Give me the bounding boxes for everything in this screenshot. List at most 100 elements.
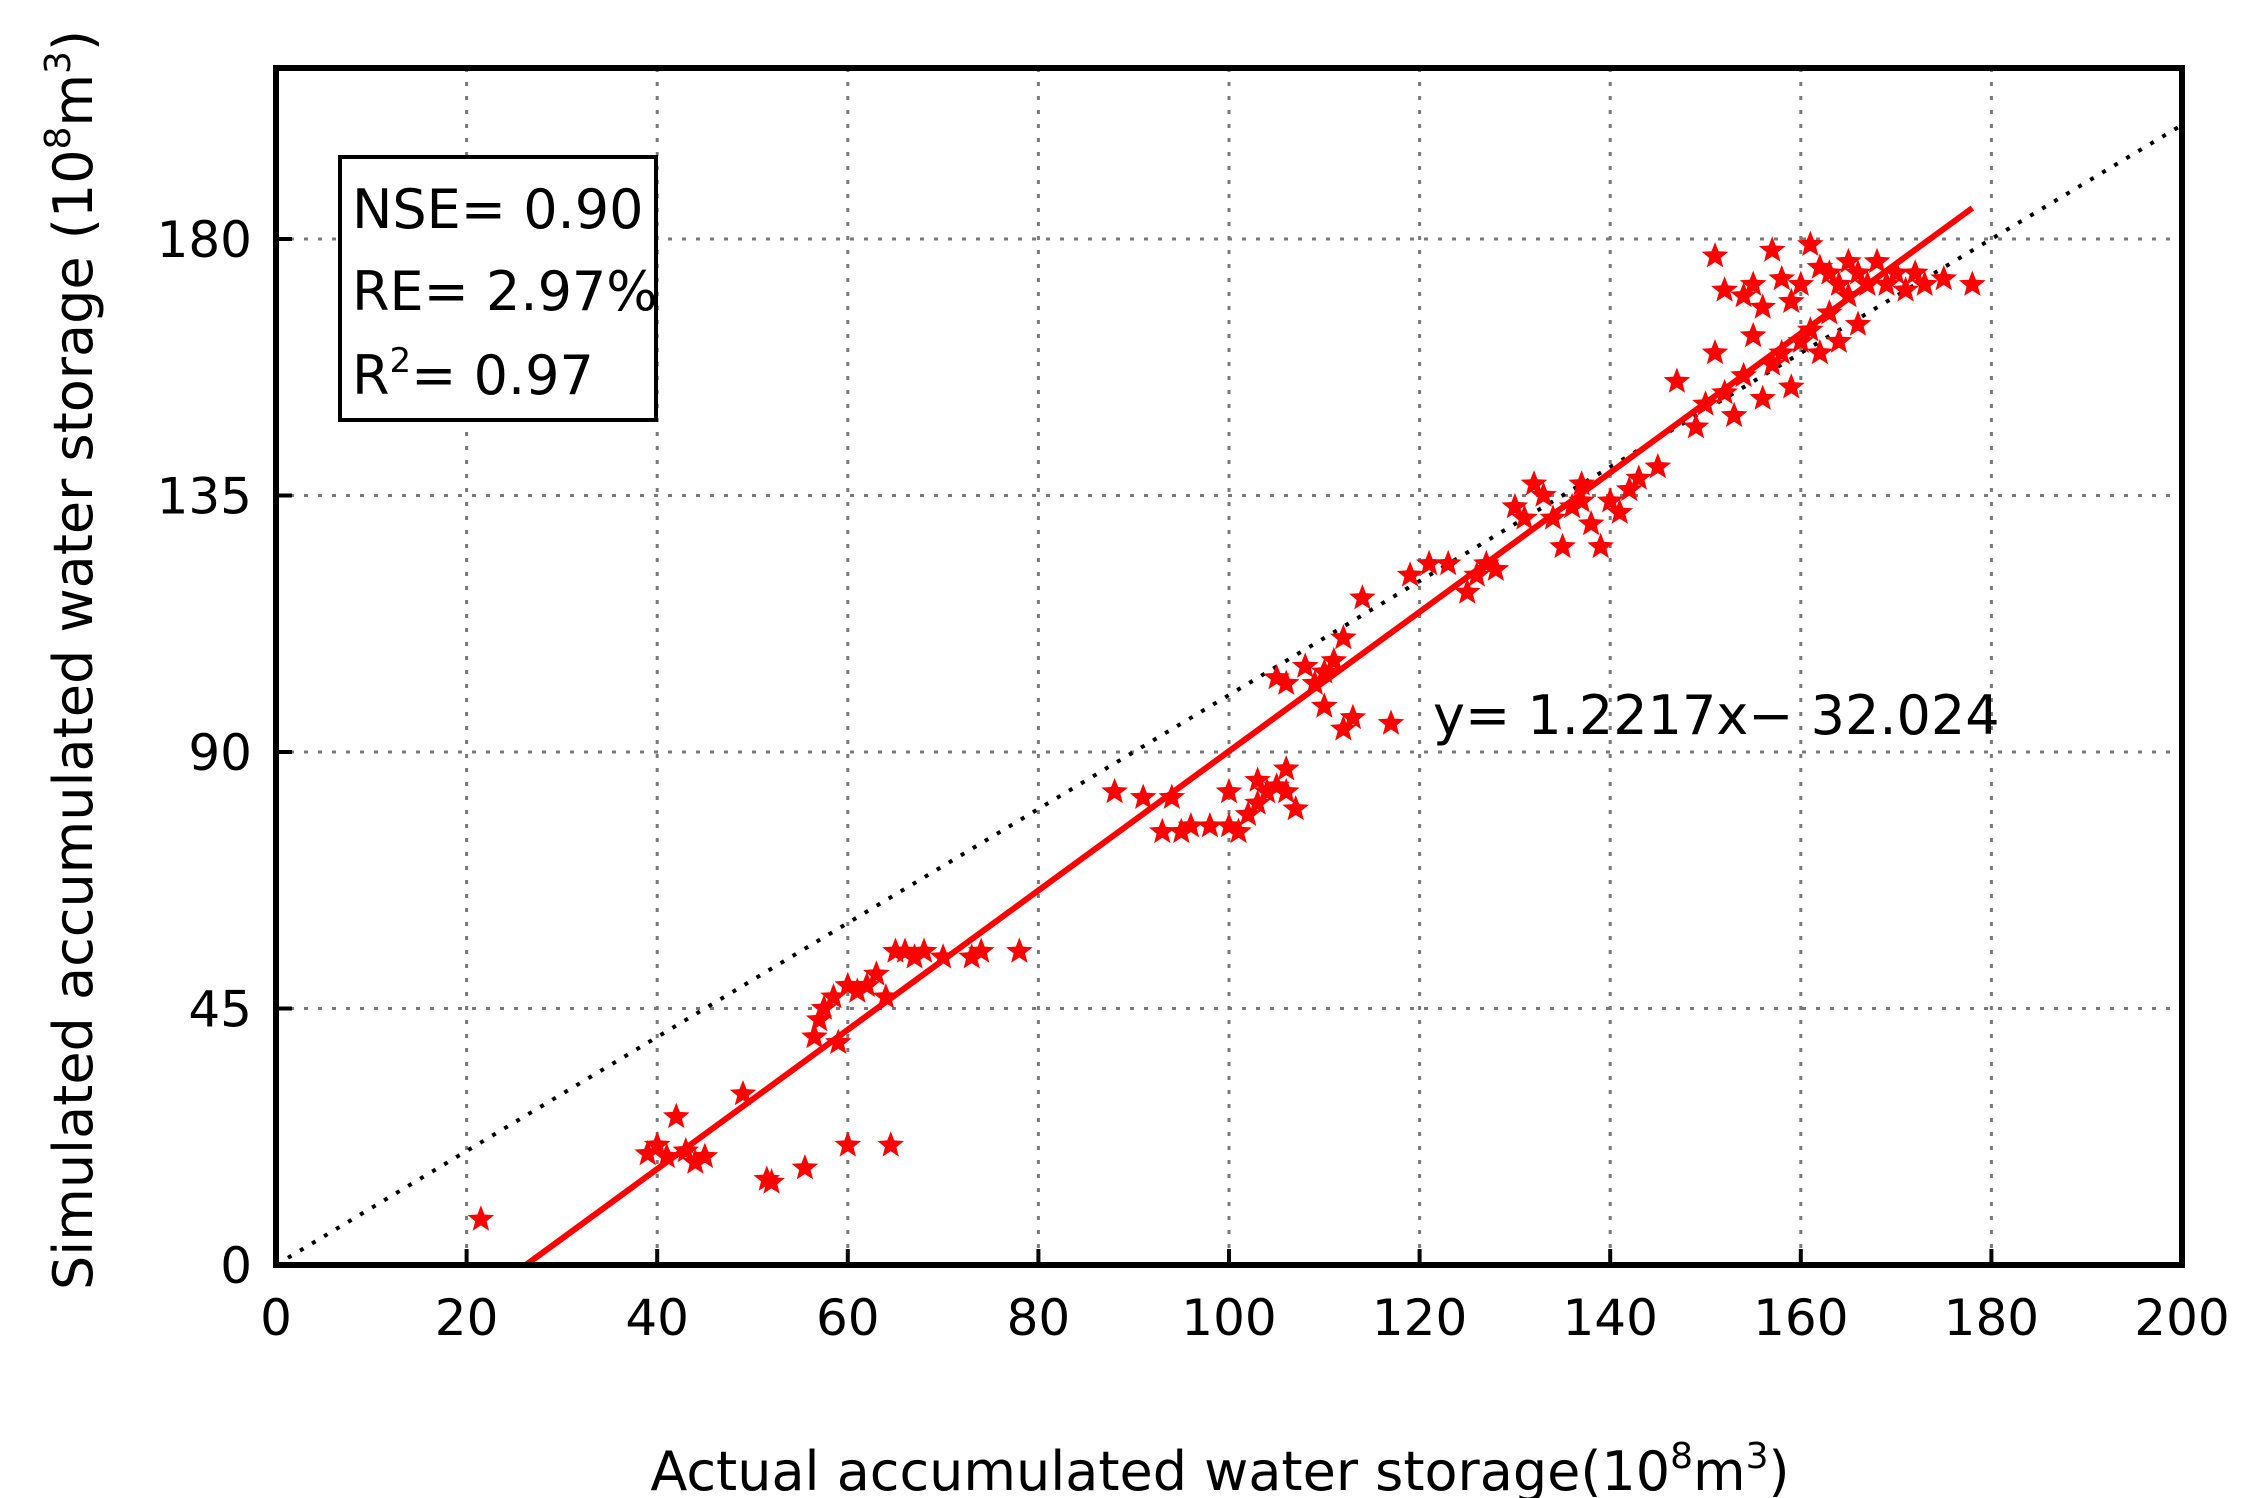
data-point-0 (467, 1205, 495, 1231)
data-point-108 (1749, 293, 1776, 319)
data-point-29 (958, 943, 985, 969)
data-point-11 (791, 1154, 819, 1180)
y-axis-label-sup: 8 (38, 127, 79, 150)
x-tick-label-10: 200 (2134, 1289, 2229, 1347)
data-point-21 (853, 971, 881, 997)
data-point-106 (1730, 282, 1757, 308)
y-tick-label-3: 135 (157, 468, 252, 526)
x-axis-label-sup: 8 (1670, 1436, 1693, 1477)
x-axis-label-main: Actual accumulated water storage(10 (650, 1440, 1670, 1498)
data-point-123 (1892, 276, 1919, 302)
data-point-59 (1330, 624, 1357, 650)
y-tick-label-4: 180 (157, 211, 252, 269)
r2-prefix: R (352, 344, 390, 407)
data-point-84 (1644, 453, 1672, 479)
data-point-64 (1434, 549, 1462, 576)
data-point-57 (1330, 715, 1357, 741)
x-tick-label-1: 20 (435, 1289, 499, 1347)
data-point-82 (1615, 475, 1643, 502)
data-point-65 (1453, 578, 1481, 604)
data-point-77 (1568, 487, 1595, 513)
data-point-125 (1911, 270, 1938, 296)
data-point-102 (1835, 282, 1862, 308)
data-point-94 (1758, 350, 1786, 376)
data-point-87 (1692, 390, 1719, 416)
y-axis-label-unit: m (42, 74, 105, 127)
data-point-33 (1129, 783, 1157, 809)
data-point-53 (1301, 669, 1329, 695)
data-point-2 (643, 1131, 671, 1157)
x-tick-label-2: 40 (625, 1289, 689, 1347)
data-point-19 (834, 971, 862, 997)
reference-line-1to1 (274, 123, 2184, 1267)
x-tick-label-9: 180 (1944, 1289, 2039, 1347)
data-point-40 (1225, 817, 1252, 844)
y-axis-ticks: 0 45 90 135 180 (157, 211, 292, 1295)
x-tick-label-5: 100 (1181, 1289, 1276, 1347)
data-point-55 (1320, 646, 1348, 673)
data-point-91 (1730, 361, 1757, 388)
x-axis-label-end: ) (1769, 1440, 1790, 1498)
data-point-34 (1149, 817, 1176, 844)
data-point-118 (1844, 259, 1872, 285)
data-point-71 (1520, 470, 1548, 496)
data-point-30 (967, 937, 995, 963)
data-point-114 (1806, 253, 1834, 279)
data-point-104 (1701, 242, 1729, 268)
data-point-58 (1339, 703, 1367, 730)
data-point-69 (1501, 492, 1529, 519)
stats-box-frame (338, 155, 658, 422)
data-point-75 (1558, 492, 1586, 519)
data-point-67 (1473, 549, 1500, 576)
data-point-70 (1511, 504, 1538, 530)
data-point-15 (805, 1005, 833, 1032)
x-tick-label-0: 0 (260, 1289, 292, 1347)
data-point-4 (662, 1102, 690, 1129)
data-point-85 (1663, 367, 1691, 393)
data-point-68 (1482, 555, 1510, 581)
y-axis-label: Simulated accumulated water storage (108… (38, 30, 105, 1290)
data-point-97 (1787, 327, 1815, 353)
data-point-31 (1006, 937, 1033, 963)
r2-rest: = 0.97 (411, 344, 594, 407)
data-point-100 (1816, 299, 1843, 325)
data-point-17 (820, 983, 847, 1009)
data-point-111 (1778, 287, 1805, 313)
data-point-96 (1778, 373, 1805, 399)
data-point-25 (891, 937, 919, 963)
data-point-127 (1959, 270, 1986, 296)
fit-equation: y= 1.2217x− 32.024 (1433, 684, 2000, 747)
data-point-120 (1863, 247, 1891, 274)
data-point-42 (1244, 789, 1271, 815)
data-point-78 (1577, 510, 1605, 536)
y-tick-label-2: 90 (188, 724, 252, 782)
data-point-49 (1215, 777, 1243, 804)
data-point-7 (691, 1142, 719, 1168)
data-point-44 (1263, 772, 1290, 798)
data-point-37 (1177, 812, 1205, 838)
data-point-101 (1825, 327, 1853, 353)
data-point-26 (901, 943, 928, 969)
data-point-113 (1797, 230, 1824, 256)
x-axis-label: Actual accumulated water storage(108m3) (650, 1436, 1789, 1498)
data-point-107 (1739, 270, 1767, 296)
data-point-72 (1530, 481, 1557, 507)
nse-label: NSE= 0.90 (352, 178, 643, 241)
data-point-93 (1749, 384, 1776, 410)
data-point-3 (653, 1142, 680, 1168)
data-point-92 (1739, 321, 1767, 348)
data-point-81 (1606, 498, 1633, 524)
x-tick-label-7: 140 (1562, 1289, 1657, 1347)
data-point-48 (1244, 766, 1271, 792)
data-point-39 (1215, 812, 1243, 838)
data-point-14 (801, 1023, 828, 1049)
data-point-66 (1463, 561, 1491, 587)
y-tick-label-0: 0 (220, 1237, 252, 1295)
data-point-80 (1596, 487, 1624, 513)
data-point-79 (1587, 532, 1614, 559)
data-point-32 (1101, 777, 1128, 804)
data-point-46 (1282, 795, 1309, 821)
data-point-115 (1816, 259, 1843, 285)
data-point-117 (1835, 247, 1862, 274)
